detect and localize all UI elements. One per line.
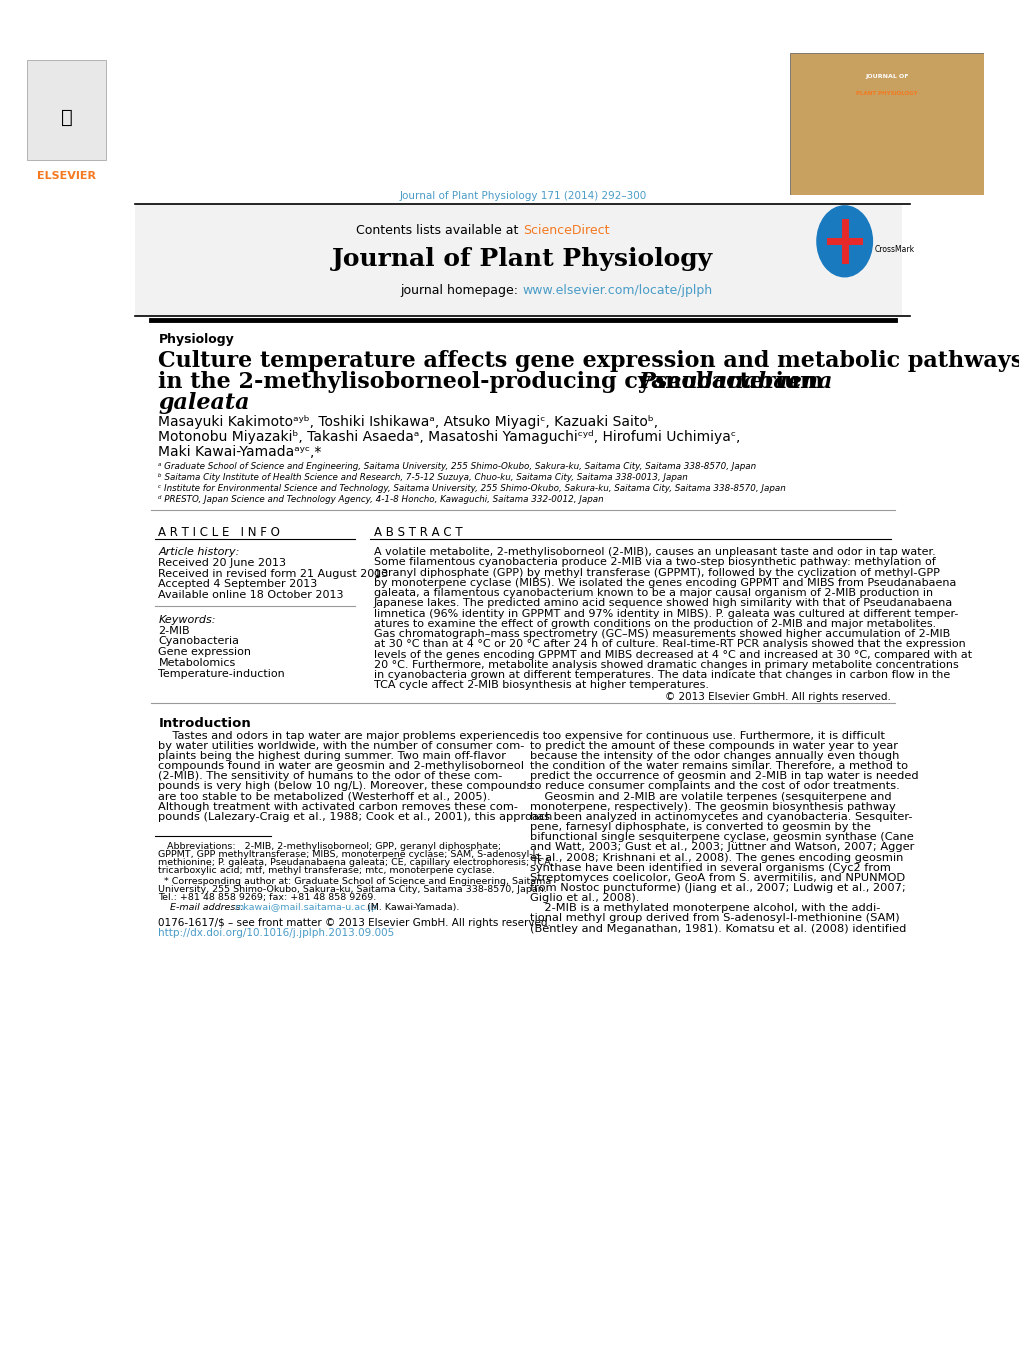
Text: A B S T R A C T: A B S T R A C T xyxy=(374,526,463,539)
Text: TCA cycle affect 2-MIB biosynthesis at higher temperatures.: TCA cycle affect 2-MIB biosynthesis at h… xyxy=(374,681,708,690)
Text: Introduction: Introduction xyxy=(158,716,251,730)
Text: the condition of the water remains similar. Therefore, a method to: the condition of the water remains simil… xyxy=(530,761,908,771)
Text: Maki Kawai-Yamadaᵃʸᶜ,*: Maki Kawai-Yamadaᵃʸᶜ,* xyxy=(158,446,322,459)
Text: from Nostoc punctuforme) (Jiang et al., 2007; Ludwig et al., 2007;: from Nostoc punctuforme) (Jiang et al., … xyxy=(530,884,905,893)
Text: Tel.: +81 48 858 9269; fax: +81 48 858 9269.: Tel.: +81 48 858 9269; fax: +81 48 858 9… xyxy=(158,893,376,902)
Text: Received in revised form 21 August 2013: Received in revised form 21 August 2013 xyxy=(158,569,388,578)
Text: GPPMT, GPP methyltransferase; MIBS, monoterpene cyclase; SAM, S-adenosyl-l-: GPPMT, GPP methyltransferase; MIBS, mono… xyxy=(158,850,539,859)
Text: PLANT PHYSIOLOGY: PLANT PHYSIOLOGY xyxy=(855,92,917,96)
Text: Gas chromatograph–mass spectrometry (GC–MS) measurements showed higher accumulat: Gas chromatograph–mass spectrometry (GC–… xyxy=(374,630,950,639)
Text: Tastes and odors in tap water are major problems experienced: Tastes and odors in tap water are major … xyxy=(158,731,530,740)
Text: (Bentley and Meganathan, 1981). Komatsu et al. (2008) identified: (Bentley and Meganathan, 1981). Komatsu … xyxy=(530,924,906,934)
Text: et al., 2008; Krishnani et al., 2008). The genes encoding geosmin: et al., 2008; Krishnani et al., 2008). T… xyxy=(530,852,903,862)
Text: JOURNAL OF: JOURNAL OF xyxy=(864,74,908,80)
Text: predict the occurrence of geosmin and 2-MIB in tap water is needed: predict the occurrence of geosmin and 2-… xyxy=(530,771,918,781)
Text: atures to examine the effect of growth conditions on the production of 2-MIB and: atures to examine the effect of growth c… xyxy=(374,619,935,628)
Text: Keywords:: Keywords: xyxy=(158,615,216,626)
Text: levels of the genes encoding GPPMT and MIBS decreased at 4 °C and increased at 3: levels of the genes encoding GPPMT and M… xyxy=(374,650,971,659)
Text: (2-MIB). The sensitivity of humans to the odor of these com-: (2-MIB). The sensitivity of humans to th… xyxy=(158,771,502,781)
Text: Although treatment with activated carbon removes these com-: Although treatment with activated carbon… xyxy=(158,801,518,812)
Text: Giglio et al., 2008).: Giglio et al., 2008). xyxy=(530,893,639,904)
Text: Metabolomics: Metabolomics xyxy=(158,658,235,667)
Text: tricarboxylic acid; mtf, methyl transferase; mtc, monoterpene cyclase.: tricarboxylic acid; mtf, methyl transfer… xyxy=(158,866,495,875)
Text: © 2013 Elsevier GmbH. All rights reserved.: © 2013 Elsevier GmbH. All rights reserve… xyxy=(664,692,890,703)
Text: tional methyl group derived from S-adenosyl-l-methionine (SAM): tional methyl group derived from S-adeno… xyxy=(530,913,899,924)
Text: University, 255 Shimo-Okubo, Sakura-ku, Saitama City, Saitama 338-8570, Japan.: University, 255 Shimo-Okubo, Sakura-ku, … xyxy=(158,885,547,894)
Text: galeata, a filamentous cyanobacterium known to be a major causal organism of 2-M: galeata, a filamentous cyanobacterium kn… xyxy=(374,588,932,598)
Text: A R T I C L E   I N F O: A R T I C L E I N F O xyxy=(158,526,280,539)
Text: 🌳: 🌳 xyxy=(60,108,72,127)
Text: Abbreviations:   2-MIB, 2-methylisoborneol; GPP, geranyl diphosphate;: Abbreviations: 2-MIB, 2-methylisoborneol… xyxy=(158,842,501,851)
Text: because the intensity of the odor changes annually even though: because the intensity of the odor change… xyxy=(530,751,899,761)
Text: E-mail address:: E-mail address: xyxy=(170,902,247,912)
Text: Some filamentous cyanobacteria produce 2-MIB via a two-step biosynthetic pathway: Some filamentous cyanobacteria produce 2… xyxy=(374,558,934,567)
Text: ScienceDirect: ScienceDirect xyxy=(522,224,608,236)
Text: Motonobu Miyazakiᵇ, Takashi Asaedaᵃ, Masatoshi Yamaguchiᶜʸᵈ, Hirofumi Uchimiyaᶜ,: Motonobu Miyazakiᵇ, Takashi Asaedaᵃ, Mas… xyxy=(158,430,740,444)
Text: Geosmin and 2-MIB are volatile terpenes (sesquiterpene and: Geosmin and 2-MIB are volatile terpenes … xyxy=(530,792,892,801)
Text: Cyanobacteria: Cyanobacteria xyxy=(158,636,239,646)
Text: bifunctional single sesquiterpene cyclase, geosmin synthase (Cane: bifunctional single sesquiterpene cyclas… xyxy=(530,832,913,842)
Bar xyxy=(136,204,902,316)
Text: CrossMark: CrossMark xyxy=(874,245,914,254)
Text: pene, farnesyl diphosphate, is converted to geosmin by the: pene, farnesyl diphosphate, is converted… xyxy=(530,821,870,832)
Text: pounds (Lalezary-Craig et al., 1988; Cook et al., 2001), this approach: pounds (Lalezary-Craig et al., 1988; Coo… xyxy=(158,812,552,821)
Text: (M. Kawai-Yamada).: (M. Kawai-Yamada). xyxy=(364,902,459,912)
Text: ᵇ Saitama City Institute of Health Science and Research, 7-5-12 Suzuya, Chuo-ku,: ᵇ Saitama City Institute of Health Scien… xyxy=(158,473,688,482)
Text: in the 2-methylisoborneol-producing cyanobacterium: in the 2-methylisoborneol-producing cyan… xyxy=(158,370,832,393)
Text: ELSEVIER: ELSEVIER xyxy=(37,170,96,181)
Text: pounds is very high (below 10 ng/L). Moreover, these compounds: pounds is very high (below 10 ng/L). Mor… xyxy=(158,781,533,792)
Text: in cyanobacteria grown at different temperatures. The data indicate that changes: in cyanobacteria grown at different temp… xyxy=(374,670,950,680)
Text: ᵃ Graduate School of Science and Engineering, Saitama University, 255 Shimo-Okub: ᵃ Graduate School of Science and Enginee… xyxy=(158,462,756,471)
Text: Japanese lakes. The predicted amino acid sequence showed high similarity with th: Japanese lakes. The predicted amino acid… xyxy=(374,598,953,608)
Text: Accepted 4 September 2013: Accepted 4 September 2013 xyxy=(158,580,318,589)
Text: * Corresponding author at: Graduate School of Science and Engineering, Saitama: * Corresponding author at: Graduate Scho… xyxy=(158,877,551,886)
Text: 2-MIB: 2-MIB xyxy=(158,626,190,636)
Text: Temperature-induction: Temperature-induction xyxy=(158,669,285,678)
Text: ᵈ PRESTO, Japan Science and Technology Agency, 4-1-8 Honcho, Kawaguchi, Saitama : ᵈ PRESTO, Japan Science and Technology A… xyxy=(158,494,603,504)
Text: Journal of Plant Physiology: Journal of Plant Physiology xyxy=(332,247,712,270)
Text: are too stable to be metabolized (Westerhoff et al., 2005).: are too stable to be metabolized (Wester… xyxy=(158,792,490,801)
Text: compounds found in water are geosmin and 2-methylisoborneol: compounds found in water are geosmin and… xyxy=(158,761,524,771)
Text: 20 °C. Furthermore, metabolite analysis showed dramatic changes in primary metab: 20 °C. Furthermore, metabolite analysis … xyxy=(374,659,958,670)
Text: synthase have been identified in several organisms (Cyc2 from: synthase have been identified in several… xyxy=(530,863,891,873)
Text: monoterpene, respectively). The geosmin biosynthesis pathway: monoterpene, respectively). The geosmin … xyxy=(530,801,896,812)
Text: Article history:: Article history: xyxy=(158,547,239,557)
Text: to predict the amount of these compounds in water year to year: to predict the amount of these compounds… xyxy=(530,740,898,751)
Text: http://dx.doi.org/10.1016/j.jplph.2013.09.005: http://dx.doi.org/10.1016/j.jplph.2013.0… xyxy=(158,928,394,939)
Text: Gene expression: Gene expression xyxy=(158,647,252,657)
Text: Pseudanabaena: Pseudanabaena xyxy=(638,370,832,393)
Text: Masayuki Kakimotoᵃʸᵇ, Toshiki Ishikawaᵃ, Atsuko Miyagiᶜ, Kazuaki Saitoᵇ,: Masayuki Kakimotoᵃʸᵇ, Toshiki Ishikawaᵃ,… xyxy=(158,415,658,428)
Text: mkawai@mail.saitama-u.ac.jp: mkawai@mail.saitama-u.ac.jp xyxy=(234,902,377,912)
Text: 0176-1617/$ – see front matter © 2013 Elsevier GmbH. All rights reserved.: 0176-1617/$ – see front matter © 2013 El… xyxy=(158,919,551,928)
Text: Journal of Plant Physiology 171 (2014) 292–300: Journal of Plant Physiology 171 (2014) 2… xyxy=(398,192,646,201)
Text: limnetica (96% identity in GPPMT and 97% identity in MIBS). P. galeata was cultu: limnetica (96% identity in GPPMT and 97%… xyxy=(374,608,958,619)
Text: has been analyzed in actinomycetes and cyanobacteria. Sesquiter-: has been analyzed in actinomycetes and c… xyxy=(530,812,912,821)
Text: galeata: galeata xyxy=(158,392,250,413)
Text: 2-MIB is a methylated monoterpene alcohol, with the addi-: 2-MIB is a methylated monoterpene alcoho… xyxy=(530,904,880,913)
Circle shape xyxy=(816,205,871,277)
Text: Physiology: Physiology xyxy=(158,334,234,346)
Text: Streptomyces coelicolor, GeoA from S. avermitilis, and NPUNMOD: Streptomyces coelicolor, GeoA from S. av… xyxy=(530,873,905,882)
Text: plaints being the highest during summer. Two main off-flavor: plaints being the highest during summer.… xyxy=(158,751,506,761)
Text: is too expensive for continuous use. Furthermore, it is difficult: is too expensive for continuous use. Fur… xyxy=(530,731,884,740)
Bar xyxy=(26,61,106,159)
Text: Contents lists available at: Contents lists available at xyxy=(356,224,522,236)
Text: journal homepage:: journal homepage: xyxy=(400,284,522,297)
Text: by water utilities worldwide, with the number of consumer com-: by water utilities worldwide, with the n… xyxy=(158,740,525,751)
Text: A volatile metabolite, 2-methylisoborneol (2-MIB), causes an unpleasant taste an: A volatile metabolite, 2-methylisoborneo… xyxy=(374,547,934,557)
Text: methionine; P. galeata, Pseudanabaena galeata; CE, capillary electrophoresis; TC: methionine; P. galeata, Pseudanabaena ga… xyxy=(158,858,553,867)
Text: at 30 °C than at 4 °C or 20 °C after 24 h of culture. Real-time-RT PCR analysis : at 30 °C than at 4 °C or 20 °C after 24 … xyxy=(374,639,965,650)
Text: Culture temperature affects gene expression and metabolic pathways: Culture temperature affects gene express… xyxy=(158,350,1019,372)
Text: to reduce consumer complaints and the cost of odor treatments.: to reduce consumer complaints and the co… xyxy=(530,781,900,792)
Text: Received 20 June 2013: Received 20 June 2013 xyxy=(158,558,286,567)
Text: and Watt, 2003; Gust et al., 2003; Jüttner and Watson, 2007; Agger: and Watt, 2003; Gust et al., 2003; Jüttn… xyxy=(530,842,914,852)
Text: ᶜ Institute for Environmental Science and Technology, Saitama University, 255 Sh: ᶜ Institute for Environmental Science an… xyxy=(158,484,786,493)
Text: geranyl diphosphate (GPP) by methyl transferase (GPPMT), followed by the cycliza: geranyl diphosphate (GPP) by methyl tran… xyxy=(374,567,938,578)
Text: by monoterpene cyclase (MIBS). We isolated the genes encoding GPPMT and MIBS fro: by monoterpene cyclase (MIBS). We isolat… xyxy=(374,578,956,588)
Text: Available online 18 October 2013: Available online 18 October 2013 xyxy=(158,590,343,600)
Text: www.elsevier.com/locate/jplph: www.elsevier.com/locate/jplph xyxy=(522,284,712,297)
